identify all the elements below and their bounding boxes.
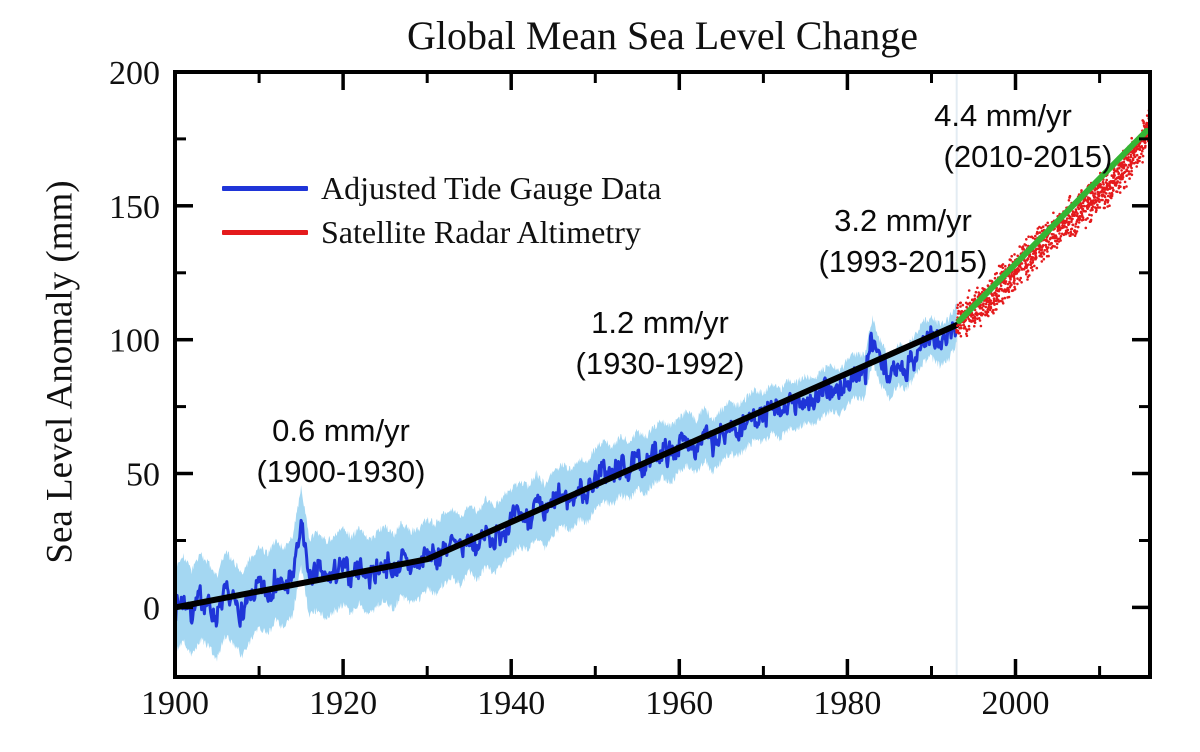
satellite-legend-label: Satellite Radar Altimetry <box>321 214 641 250</box>
annotation-period: (1993-2015) <box>818 244 988 279</box>
annotation-trend-1900-1930: 0.6 mm/yr (1900-1930) <box>257 410 426 492</box>
annotation-period: (2010-2015) <box>943 139 1113 174</box>
annotation-rate: 1.2 mm/yr <box>591 305 729 340</box>
satellite-legend-line <box>222 229 308 235</box>
annotation-rate: 0.6 mm/yr <box>272 413 410 448</box>
y-tick-label: 150 <box>109 189 160 226</box>
y-tick-label: 200 <box>109 55 160 92</box>
annotation-trend-1930-1992: 1.2 mm/yr (1930-1992) <box>576 302 745 384</box>
tide-gauge-legend-label: Adjusted Tide Gauge Data <box>321 170 662 206</box>
y-tick-label: 50 <box>126 457 160 494</box>
x-tick-label: 1920 <box>309 685 377 722</box>
chart-title: Global Mean Sea Level Change <box>407 13 918 58</box>
legend-item-tide-gauge: Adjusted Tide Gauge Data <box>222 171 661 205</box>
x-tick-label: 2000 <box>982 685 1050 722</box>
x-tick-label: 1900 <box>141 685 209 722</box>
annotation-trend-1993-2015: 3.2 mm/yr (1993-2015) <box>819 200 988 282</box>
y-tick-label: 100 <box>109 323 160 360</box>
x-tick-label: 1940 <box>477 685 545 722</box>
x-tick-label: 1960 <box>645 685 713 722</box>
annotation-trend-2010-2015: 4.4 mm/yr (2010-2015) <box>919 95 1112 177</box>
y-tick-label: 0 <box>143 590 160 627</box>
annotation-rate: 4.4 mm/yr <box>934 98 1072 133</box>
legend-item-satellite: Satellite Radar Altimetry <box>222 215 641 249</box>
annotation-period: (1900-1930) <box>256 454 426 489</box>
annotation-rate: 3.2 mm/yr <box>834 203 972 238</box>
x-tick-label: 1980 <box>813 685 881 722</box>
tide-gauge-legend-line <box>222 185 308 191</box>
annotation-period: (1930-1992) <box>575 346 745 381</box>
y-axis-title: Sea Level Anomaly (mm) <box>39 180 81 564</box>
